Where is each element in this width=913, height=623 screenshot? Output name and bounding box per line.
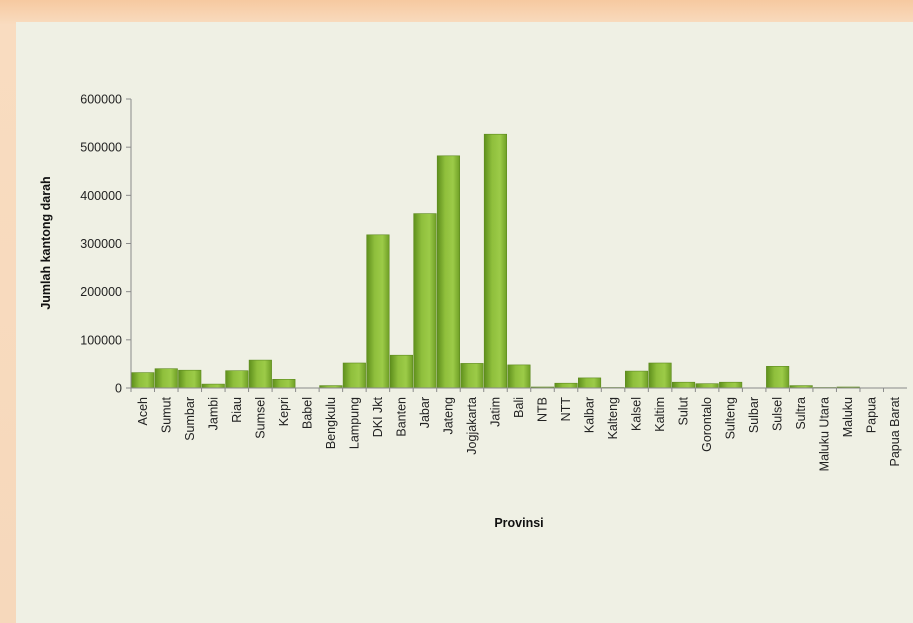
- x-tick-label-maluku: Maluku: [841, 397, 855, 437]
- bar-jatim: [483, 133, 508, 389]
- x-tick-label-jogjakarta: Jogjakarta: [465, 397, 479, 455]
- y-tick-label: 300000: [80, 237, 122, 251]
- bar-bali: [507, 364, 531, 389]
- x-tick-label-banten: Banten: [394, 397, 408, 437]
- x-tick-label-kalsel: Kalsel: [630, 397, 644, 431]
- y-tick-label: 100000: [80, 333, 122, 347]
- x-tick-label-ntb: NTB: [536, 397, 550, 422]
- x-tick-label-sumbar: Sumbar: [183, 397, 197, 441]
- bars-group: [131, 133, 860, 389]
- y-tick-label: 200000: [80, 285, 122, 299]
- x-tick-label-jatim: Jatim: [489, 397, 503, 427]
- x-tick-label-dki-jkt: DKI Jkt: [371, 396, 385, 437]
- x-tick-label-kalbar: Kalbar: [583, 397, 597, 433]
- x-tick-label-bali: Bali: [512, 397, 526, 418]
- bar-aceh: [131, 372, 155, 389]
- x-tick-label-sumut: Sumut: [159, 396, 173, 433]
- x-tick-label-sulteng: Sulteng: [724, 397, 738, 439]
- bar-kalsel: [624, 370, 649, 389]
- bar-sumsel: [248, 359, 272, 389]
- x-tick-label-riau: Riau: [230, 397, 244, 423]
- x-tick-label-papua: Papua: [865, 397, 879, 433]
- bar-jogjakarta: [460, 363, 484, 389]
- x-tick-label-gorontalo: Gorontalo: [700, 397, 714, 452]
- bar-lampung: [342, 362, 366, 389]
- x-tick-label-papua-barat: Papua Barat: [888, 396, 902, 466]
- bar-sulut: [671, 381, 696, 389]
- x-tick-label-jabar: Jabar: [418, 397, 432, 428]
- bar-dki-jkt: [366, 234, 390, 389]
- y-tick-label: 400000: [80, 189, 122, 203]
- x-tick-label-sulsel: Sulsel: [771, 397, 785, 431]
- bar-kalbar: [577, 377, 602, 389]
- bar-jateng: [436, 155, 461, 389]
- bar-sumut: [154, 368, 178, 389]
- bar-sulsel: [766, 365, 790, 389]
- x-tick-label-kalteng: Kalteng: [606, 397, 620, 439]
- x-tick-label-aceh: Aceh: [136, 397, 150, 426]
- y-tick-label: 500000: [80, 141, 122, 155]
- bar-gorontalo: [695, 383, 719, 389]
- bar-jambi: [201, 383, 225, 389]
- bar-ntt: [554, 382, 578, 389]
- x-tick-label-sumsel: Sumsel: [253, 397, 267, 439]
- x-tick-label-sultra: Sultra: [794, 397, 808, 430]
- x-tick-label-sulbar: Sulbar: [747, 397, 761, 433]
- bar-sulteng: [719, 381, 743, 389]
- x-tick-label-jateng: Jateng: [442, 397, 456, 435]
- bar-riau: [225, 370, 249, 389]
- y-axis-title: Jumlah kantong darah: [39, 176, 53, 309]
- y-tick-label: 0: [115, 382, 122, 396]
- x-tick-label-jambi: Jambi: [206, 397, 220, 430]
- bar-banten: [389, 354, 414, 389]
- x-axis-title: Provinsi: [494, 516, 543, 530]
- bar-jabar: [413, 213, 437, 389]
- axes-group: 0 100000 200000 300000 400000 500000 600000 Ace…: [80, 93, 907, 471]
- x-tick-label-maluku-utara: Maluku Utara: [818, 397, 832, 471]
- bar-kepri: [272, 378, 296, 389]
- x-tick-label-babel: Babel: [300, 397, 314, 429]
- bar-kaltim: [648, 362, 672, 389]
- x-tick-label-bengkulu: Bengkulu: [324, 397, 338, 449]
- x-tick-label-kaltim: Kaltim: [653, 397, 667, 432]
- y-tick-label: 600000: [80, 93, 122, 107]
- x-tick-label-ntt: NTT: [559, 397, 573, 422]
- x-tick-label-lampung: Lampung: [347, 397, 361, 449]
- bar-sumbar: [178, 369, 202, 389]
- chart-panel: [16, 22, 913, 623]
- x-tick-label-sulut: Sulut: [677, 396, 691, 425]
- x-tick-label-kepri: Kepri: [277, 397, 291, 426]
